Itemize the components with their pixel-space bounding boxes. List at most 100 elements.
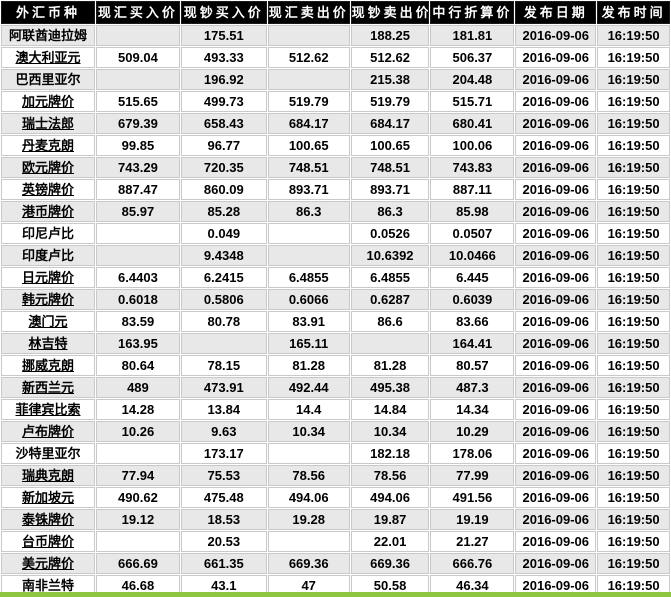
spot-buy-cell: 509.04 (95, 47, 180, 68)
publish-date-cell: 2016-09-06 (515, 25, 597, 46)
publish-time-cell: 16:19:50 (597, 157, 670, 178)
cash-sell-cell: 14.84 (350, 399, 430, 420)
currency-link[interactable]: 丹麦克朗 (21, 138, 74, 153)
currency-link[interactable]: 澳门元 (28, 314, 68, 329)
spot-sell-cell: 669.36 (267, 553, 350, 574)
publish-date-cell: 2016-09-06 (515, 487, 597, 508)
cash-buy-cell: 720.35 (180, 157, 267, 178)
table-row: 菲律宾比索 14.28 13.84 14.4 14.84 14.34 2016-09-06 1… (1, 399, 670, 420)
spot-buy-cell: 10.26 (95, 421, 180, 442)
spot-sell-cell: 6.4855 (267, 267, 350, 288)
currency-link[interactable]: 菲律宾比索 (15, 402, 81, 417)
publish-date-cell: 2016-09-06 (515, 443, 597, 464)
currency-cell: 沙特里亚尔 (1, 443, 95, 464)
currency-link[interactable]: 新西兰元 (21, 380, 74, 395)
currency-link[interactable]: 泰铢牌价 (21, 512, 74, 527)
table-row: 南非兰特 46.68 43.1 47 50.58 46.34 2016-09-06 16:19… (1, 575, 670, 596)
cash-sell-cell: 100.65 (350, 135, 430, 156)
currency-link[interactable]: 美元牌价 (21, 556, 74, 571)
currency-link[interactable]: 卢布牌价 (21, 424, 74, 439)
currency-cell: 港币牌价 (1, 201, 95, 222)
currency-link[interactable]: 挪威克朗 (21, 358, 74, 373)
currency-name: 阿联酋迪拉姆 (8, 28, 87, 43)
table-row: 印尼卢比 0.049 0.0526 0.0507 2016-09-06 16:19:50 (1, 223, 670, 244)
boc-conversion-cell: 0.6039 (430, 289, 515, 310)
spot-buy-cell: 85.97 (95, 201, 180, 222)
boc-conversion-cell: 80.57 (430, 355, 515, 376)
currency-link[interactable]: 台币牌价 (21, 534, 74, 549)
currency-cell: 加元牌价 (1, 91, 95, 112)
currency-cell: 泰铢牌价 (1, 509, 95, 530)
currency-cell: 瑞典克朗 (1, 465, 95, 486)
currency-link[interactable]: 瑞典克朗 (21, 468, 74, 483)
table-row: 澳大利亚元 509.04 493.33 512.62 512.62 506.37 2016-… (1, 47, 670, 68)
boc-conversion-cell: 6.445 (430, 267, 515, 288)
spot-buy-cell: 14.28 (95, 399, 180, 420)
boc-conversion-cell: 487.3 (430, 377, 515, 398)
cash-sell-cell: 6.4855 (350, 267, 430, 288)
boc-conversion-cell: 46.34 (430, 575, 515, 596)
table-row: 林吉特 163.95 165.11 164.41 2016-09-06 16:19:50 (1, 333, 670, 354)
currency-cell: 林吉特 (1, 333, 95, 354)
table-header: 外汇币种 现汇买入价 现钞买入价 现汇卖出价 现钞卖出价 中行折算价 发布日期 … (1, 1, 670, 24)
currency-link[interactable]: 瑞士法郎 (21, 116, 74, 131)
table-row: 瑞士法郎 679.39 658.43 684.17 684.17 680.41 2016-0… (1, 113, 670, 134)
spot-sell-cell: 19.28 (267, 509, 350, 530)
publish-date-cell: 2016-09-06 (515, 113, 597, 134)
spot-sell-cell: 0.6066 (267, 289, 350, 310)
currency-link[interactable]: 日元牌价 (21, 270, 74, 285)
cash-sell-cell: 10.34 (350, 421, 430, 442)
cash-buy-cell: 499.73 (180, 91, 267, 112)
table-row: 新加坡元 490.62 475.48 494.06 494.06 491.56 2016-0… (1, 487, 670, 508)
spot-sell-cell: 81.28 (267, 355, 350, 376)
col-header-spot-sell: 现汇卖出价 (267, 1, 350, 24)
cash-sell-cell: 10.6392 (350, 245, 430, 266)
publish-date-cell: 2016-09-06 (515, 531, 597, 552)
spot-sell-cell (267, 69, 350, 90)
currency-link[interactable]: 林吉特 (28, 336, 68, 351)
currency-cell: 印度卢比 (1, 245, 95, 266)
cash-buy-cell: 661.35 (180, 553, 267, 574)
currency-link[interactable]: 港币牌价 (21, 204, 74, 219)
spot-buy-cell: 490.62 (95, 487, 180, 508)
col-header-currency: 外汇币种 (1, 1, 95, 24)
spot-buy-cell (95, 25, 180, 46)
cash-sell-cell: 19.87 (350, 509, 430, 530)
col-header-publish-time: 发布时间 (597, 1, 670, 24)
boc-conversion-cell: 515.71 (430, 91, 515, 112)
table-row: 日元牌价 6.4403 6.2415 6.4855 6.4855 6.445 2016-09… (1, 267, 670, 288)
table-row: 台币牌价 20.53 22.01 21.27 2016-09-06 16:19:50 (1, 531, 670, 552)
publish-date-cell: 2016-09-06 (515, 135, 597, 156)
col-header-cash-buy: 现钞买入价 (180, 1, 267, 24)
publish-time-cell: 16:19:50 (597, 421, 670, 442)
cash-buy-cell: 6.2415 (180, 267, 267, 288)
spot-sell-cell: 494.06 (267, 487, 350, 508)
currency-cell: 澳门元 (1, 311, 95, 332)
currency-cell: 印尼卢比 (1, 223, 95, 244)
spot-sell-cell: 78.56 (267, 465, 350, 486)
currency-link[interactable]: 加元牌价 (21, 94, 74, 109)
currency-cell: 挪威克朗 (1, 355, 95, 376)
table-row: 韩元牌价 0.6018 0.5806 0.6066 0.6287 0.6039 2016-0… (1, 289, 670, 310)
currency-name: 南非兰特 (21, 578, 74, 593)
table-row: 港币牌价 85.97 85.28 86.3 86.3 85.98 2016-09-06 16:… (1, 201, 670, 222)
currency-link[interactable]: 欧元牌价 (21, 160, 74, 175)
cash-sell-cell: 519.79 (350, 91, 430, 112)
currency-link[interactable]: 韩元牌价 (21, 292, 74, 307)
publish-date-cell: 2016-09-06 (515, 333, 597, 354)
cash-sell-cell: 0.0526 (350, 223, 430, 244)
currency-link[interactable]: 新加坡元 (21, 490, 74, 505)
publish-date-cell: 2016-09-06 (515, 289, 597, 310)
publish-date-cell: 2016-09-06 (515, 553, 597, 574)
cash-sell-cell: 0.6287 (350, 289, 430, 310)
boc-conversion-cell: 743.83 (430, 157, 515, 178)
publish-time-cell: 16:19:50 (597, 553, 670, 574)
publish-time-cell: 16:19:50 (597, 223, 670, 244)
boc-conversion-cell: 83.66 (430, 311, 515, 332)
cash-sell-cell: 86.3 (350, 201, 430, 222)
currency-link[interactable]: 英镑牌价 (21, 182, 74, 197)
table-row: 印度卢比 9.4348 10.6392 10.0466 2016-09-06 16:19:… (1, 245, 670, 266)
boc-conversion-cell: 666.76 (430, 553, 515, 574)
currency-link[interactable]: 澳大利亚元 (15, 50, 81, 65)
boc-conversion-cell: 0.0507 (430, 223, 515, 244)
